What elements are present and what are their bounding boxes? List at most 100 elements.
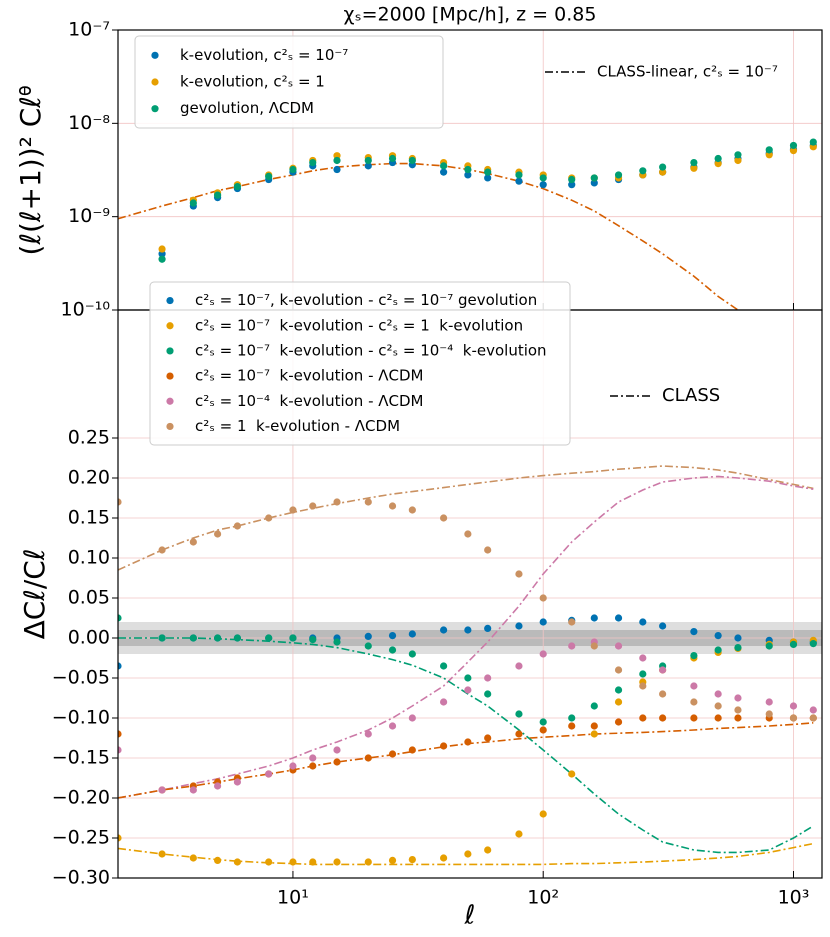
legend-marker <box>166 322 174 330</box>
data-point <box>809 714 817 722</box>
data-point <box>364 730 372 738</box>
data-point <box>408 630 416 638</box>
data-point <box>233 858 242 866</box>
data-point <box>515 710 523 718</box>
data-point <box>515 830 523 838</box>
data-point <box>539 594 547 602</box>
y-tick-label: 0.20 <box>68 467 110 489</box>
data-point <box>590 642 598 650</box>
legend-marker <box>166 422 174 431</box>
legend-label: c²ₛ = 10⁻⁷ k-evolution - c²ₛ = 1 k-evolu… <box>195 316 523 334</box>
data-point <box>118 746 122 754</box>
data-point <box>213 530 222 538</box>
data-point <box>734 714 742 722</box>
data-point <box>440 162 448 170</box>
data-point <box>364 156 372 165</box>
data-point <box>590 174 598 182</box>
legend-label: c²ₛ = 1 k-evolution - ΛCDM <box>195 417 400 435</box>
x-tick-label: 10² <box>527 887 559 909</box>
data-point <box>364 754 372 762</box>
data-point <box>265 858 273 866</box>
data-point <box>539 181 547 189</box>
class-curve <box>118 637 814 854</box>
data-point <box>515 622 523 630</box>
y-axis-label: (ℓ(ℓ+1))² Cℓᶿ <box>14 85 47 256</box>
data-point <box>333 858 341 866</box>
legend-label: CLASS-linear, c²ₛ = 10⁻⁷ <box>597 63 778 81</box>
class-curve <box>118 475 814 799</box>
data-point <box>484 168 492 176</box>
legend-marker <box>151 78 159 86</box>
data-point <box>789 147 798 155</box>
x-axis-label: ℓ <box>464 901 476 931</box>
y-tick-label: −0.05 <box>52 667 110 689</box>
data-point <box>309 636 317 644</box>
data-point <box>568 642 576 650</box>
data-point <box>464 686 472 694</box>
y-axis-label: ΔCℓ/Cℓ <box>18 549 51 640</box>
data-point <box>714 690 722 698</box>
data-point <box>388 722 397 730</box>
y-tick-label: 0.05 <box>68 587 110 609</box>
data-point <box>568 722 576 730</box>
data-point <box>568 714 576 722</box>
data-point <box>333 758 341 766</box>
data-point <box>515 662 523 670</box>
data-point <box>568 175 576 184</box>
data-point <box>233 522 242 530</box>
data-point <box>659 622 667 630</box>
legend-box <box>149 281 571 446</box>
data-point <box>364 162 372 170</box>
x-tick-label: 10³ <box>778 887 810 909</box>
legend-label: gevolution, ΛCDM <box>180 99 314 117</box>
data-point <box>590 722 598 730</box>
data-point <box>118 662 122 670</box>
data-point <box>539 618 547 626</box>
y-tick-label: 0.15 <box>68 507 110 529</box>
y-tick-label: 10⁻⁷ <box>68 19 110 41</box>
y-tick-label: 10⁻¹⁰ <box>61 299 110 321</box>
data-point <box>809 706 817 714</box>
data-point <box>765 710 773 718</box>
data-point <box>364 642 372 650</box>
data-point <box>309 754 317 762</box>
data-point <box>408 156 416 165</box>
data-point <box>714 154 722 163</box>
legend-label: CLASS <box>662 385 720 406</box>
data-point <box>690 652 698 660</box>
data-point <box>690 628 698 636</box>
data-point <box>408 650 416 658</box>
y-tick-label: 10⁻⁸ <box>68 112 110 134</box>
data-point <box>265 634 273 642</box>
data-point <box>364 632 372 641</box>
data-point <box>158 786 166 794</box>
data-point <box>388 646 397 654</box>
data-point <box>659 666 667 674</box>
data-point <box>639 654 647 662</box>
data-point <box>614 614 623 622</box>
legend-marker <box>166 397 174 405</box>
data-point <box>388 502 397 510</box>
data-point <box>440 514 448 522</box>
data-point <box>464 674 472 682</box>
legend-marker <box>151 105 159 113</box>
data-point <box>765 146 773 154</box>
data-point <box>118 614 122 622</box>
data-point <box>118 834 122 842</box>
data-point <box>714 714 722 722</box>
data-point <box>213 191 222 199</box>
data-point <box>464 850 472 858</box>
data-point <box>309 762 317 770</box>
y-tick-label: 0.00 <box>68 627 110 649</box>
data-point <box>539 726 547 734</box>
data-point <box>440 168 448 176</box>
data-point <box>333 156 341 165</box>
legend-label: k-evolution, c²ₛ = 10⁻⁷ <box>180 46 348 64</box>
data-point <box>464 626 472 634</box>
data-point <box>590 730 598 738</box>
plot-area <box>118 310 822 878</box>
data-point <box>333 638 341 646</box>
data-point <box>614 686 623 694</box>
data-point <box>639 618 647 626</box>
data-point <box>690 158 698 167</box>
